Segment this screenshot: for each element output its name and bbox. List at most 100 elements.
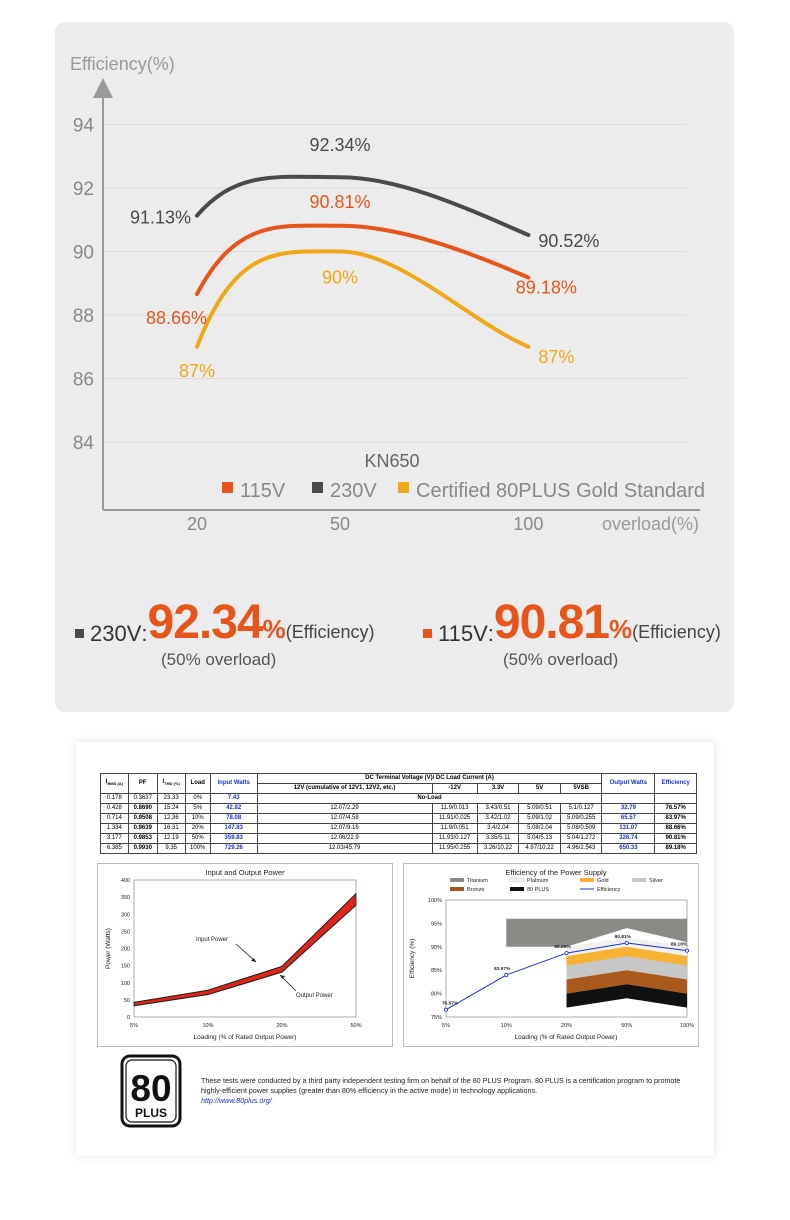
- x-tick-label: 20%: [561, 1023, 572, 1029]
- data-label: 76.57%: [442, 1001, 459, 1007]
- y-tick-label: 90%: [431, 945, 442, 951]
- th-load: Load: [184, 773, 211, 794]
- x-tick-label: 50%: [621, 1023, 632, 1029]
- table-cell: 3.177: [100, 833, 129, 844]
- legend-swatch: [632, 878, 646, 882]
- legend-label: Bronze: [467, 887, 484, 893]
- table-cell: 12.36: [156, 813, 186, 824]
- efficiency-supply-chart-box: Efficiency of the Power Supply Titanium Pl…: [403, 863, 699, 1047]
- th-33v: 3.3V: [476, 783, 520, 794]
- y-tick-label: 250: [121, 929, 130, 935]
- y-axis-label: Efficiency(%): [70, 54, 175, 74]
- y-tick-label: 80%: [431, 992, 442, 998]
- table-cell: 4.97/10.22: [518, 843, 561, 854]
- y-axis-label: Power (Watts): [105, 928, 112, 969]
- data-label: 90.81%: [615, 934, 632, 940]
- table-cell: 729.26: [209, 843, 258, 854]
- y-tick-label: 150: [121, 964, 130, 970]
- power-band: [133, 892, 357, 1007]
- y-tick-label: 50: [124, 998, 130, 1004]
- legend-swatch: [580, 878, 594, 882]
- legend-swatch: [222, 482, 233, 493]
- certification-note: These tests were conducted by a third pa…: [201, 1076, 681, 1106]
- data-point: [684, 948, 689, 953]
- table-row: 0.178 0.3637 23.33 0% 7.43 No-Load: [100, 793, 697, 804]
- table-cell: 5%: [184, 803, 211, 814]
- y-axis-label: Efficiency (%): [409, 939, 416, 979]
- data-point: [444, 1007, 449, 1012]
- y-tick-label: 85%: [431, 968, 442, 974]
- series-line-230v: [195, 174, 531, 237]
- table-cell: 3.26/10.22: [476, 843, 520, 854]
- th-output: Output Watts: [601, 773, 656, 794]
- table-cell: 12.07/4.58: [256, 813, 433, 824]
- table-cell: 88.66%: [654, 823, 697, 834]
- table-cell: 1.334: [100, 823, 129, 834]
- table-cell: 5.08/2.04: [518, 823, 561, 834]
- legend-swatch: [510, 887, 524, 891]
- table-cell: 0.9853: [127, 833, 158, 844]
- data-label: 88.66%: [554, 944, 571, 950]
- y-tick-label: 100%: [428, 898, 442, 904]
- table-cell: 5.04/1.272: [559, 833, 603, 844]
- efficiency-chart-title: Efficiency of the Power Supply: [505, 868, 606, 877]
- x-tick-label: 10%: [202, 1023, 213, 1029]
- table-cell: 42.82: [209, 803, 258, 814]
- y-tick-label: 90: [73, 243, 94, 264]
- 80plus-link[interactable]: http://www.80plus.org/: [201, 1096, 272, 1105]
- data-label: 89.18%: [516, 278, 577, 298]
- table-cell: 11.9/0.051: [431, 823, 478, 834]
- legend-label: 230V: [330, 480, 377, 502]
- stat-115v-sub: (50% overload): [503, 650, 619, 669]
- plot-area: [133, 879, 357, 1018]
- th-irms: IRMS (A): [100, 773, 129, 794]
- power-supply-efficiency-chart: Efficiency of the Power Supply Titanium Pl…: [409, 868, 694, 1041]
- table-cell: 50%: [184, 833, 211, 844]
- stat-230v-unit: %: [262, 614, 286, 644]
- data-label: 90.52%: [538, 231, 599, 251]
- stat-230v-voltage: 230V: [90, 620, 142, 646]
- legend-swatch: [312, 482, 323, 493]
- table-cell: 12.06/22.9: [256, 833, 433, 844]
- y-tick-label: 300: [121, 912, 130, 918]
- table-cell: 3.43/0.51: [476, 803, 520, 814]
- legend-label: Platinum: [527, 878, 549, 884]
- stat-230v-value: 92.34: [147, 596, 264, 649]
- table-cell: 12.19: [156, 833, 186, 844]
- table-cell: 5.08/0.509: [559, 823, 603, 834]
- table-cell: 100%: [184, 843, 211, 854]
- data-label: 90%: [322, 268, 358, 288]
- test-report-table: IRMS (A) PF ITHD (%) Load Input Watts DC…: [100, 773, 697, 854]
- table-cell: 65.57: [601, 813, 656, 824]
- stat-115v-marker: [423, 629, 432, 639]
- x-axis-label: Loading (% of Rated Output Power): [194, 1034, 297, 1041]
- 80plus-logo: 80 PLUS: [120, 1054, 182, 1133]
- data-point: [624, 941, 629, 946]
- annotation-output-power: Output Power: [296, 993, 333, 999]
- table-cell: 83.97%: [654, 813, 697, 824]
- x-tick-label: 10%: [501, 1023, 512, 1029]
- input-output-power-chart: Input and Output Power 0 50 100 150 200 250 300…: [105, 868, 362, 1041]
- x-axis-label: overload(%): [602, 514, 699, 534]
- stat-115v-value: 90.81: [493, 596, 610, 649]
- x-tick-label: 20: [187, 514, 207, 534]
- svg-text:PLUS: PLUS: [135, 1106, 167, 1120]
- table-cell: 12.07/2.29: [256, 803, 433, 814]
- table-cell: 11.91/0.025: [431, 813, 478, 824]
- chart-legend: 115V 230V Certified 80PLUS Gold Standard: [222, 480, 705, 502]
- table-cell: 3.42/1.02: [476, 813, 520, 824]
- stat-115v-unit: %: [609, 614, 633, 644]
- x-tick-label: 20%: [276, 1023, 287, 1029]
- th-12v: 12V (cumulative of 12V1, 12V2, etc.): [256, 783, 433, 794]
- stat-115v-voltage: 115V: [438, 620, 488, 646]
- table-cell: 5.09/0.255: [559, 813, 603, 824]
- series-line-input-power: [133, 893, 357, 1003]
- y-tick-label: 100: [121, 981, 130, 987]
- data-point: [504, 973, 509, 978]
- table-cell: 359.83: [209, 833, 258, 844]
- y-tick-label: 95%: [431, 921, 442, 927]
- legend-swatch: [450, 878, 464, 882]
- x-tick-label: 50%: [350, 1023, 361, 1029]
- y-tick-label: 86: [73, 370, 94, 391]
- table-cell: 5.04/5.13: [518, 833, 561, 844]
